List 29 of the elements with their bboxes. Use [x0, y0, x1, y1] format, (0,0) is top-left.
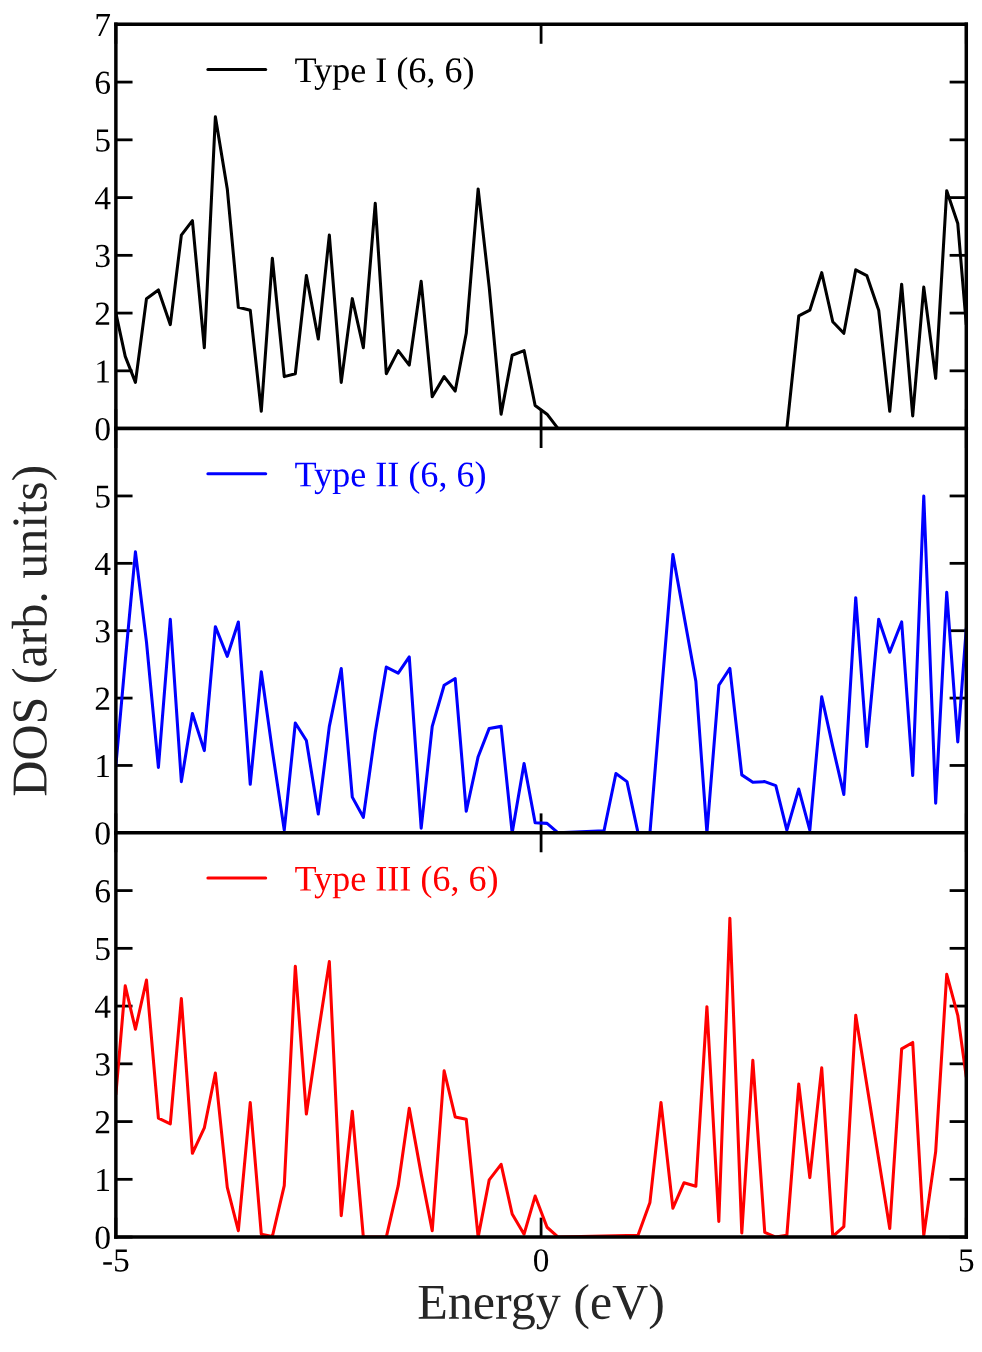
y-tick-label: 2 — [95, 302, 110, 325]
y-tick-label: 1 — [97, 755, 110, 778]
y-tick-label: 5 — [96, 485, 110, 508]
y-tick-label: 3 — [95, 620, 110, 643]
legend-label: Type II (6, 6) — [295, 461, 485, 495]
x-axis-title: Energy (eV) — [418, 1283, 663, 1330]
y-tick-label: 6 — [95, 880, 111, 903]
y-tick-label: 2 — [95, 687, 110, 710]
y-tick-label: 4 — [95, 995, 111, 1018]
y-tick-label: 3 — [95, 1053, 110, 1076]
y-axis-title: DOS (arb. units) — [11, 466, 58, 796]
y-tick-label: 0 — [95, 417, 110, 441]
x-tick-label: -5 — [103, 1249, 129, 1272]
y-tick-label: 0 — [95, 822, 110, 845]
y-tick-label: 5 — [96, 129, 110, 152]
y-tick-label: 2 — [95, 1111, 110, 1134]
legend-label: Type I (6, 6) — [295, 57, 473, 90]
x-tick-label: 0 — [534, 1249, 549, 1272]
legend-label: Type III (6, 6) — [295, 865, 497, 899]
y-tick-label: 4 — [95, 552, 111, 575]
x-tick-label: 5 — [959, 1249, 974, 1272]
y-tick-label: 0 — [95, 1226, 110, 1249]
y-tick-label: 7 — [96, 14, 111, 36]
y-tick-label: 5 — [96, 938, 110, 961]
y-tick-label: 1 — [97, 1168, 110, 1191]
y-tick-label: 1 — [97, 360, 110, 383]
y-tick-label: 4 — [95, 187, 111, 210]
y-tick-label: 6 — [95, 71, 111, 94]
y-tick-label: 3 — [95, 244, 110, 268]
